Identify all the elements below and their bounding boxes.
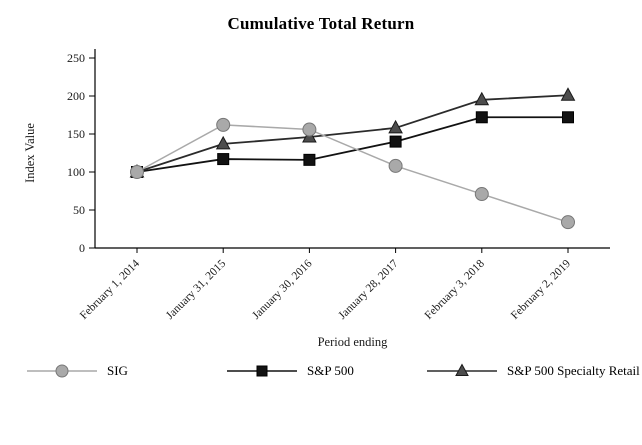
legend-marker-circle-icon [27, 364, 97, 378]
data-point-s-p-500-specialty-retail [560, 87, 576, 101]
data-point-sig [302, 122, 317, 137]
series-sig [130, 117, 575, 230]
x-tick-label: January 28, 2017 [336, 257, 400, 321]
data-point-sig [474, 187, 489, 202]
data-point-s-p-500 [389, 135, 402, 148]
data-point-sig [216, 117, 231, 132]
legend-item-s-p-500-specialty-retail: S&P 500 Specialty Retail [425, 361, 640, 381]
series-s-p-500 [131, 111, 574, 178]
data-point-s-p-500-specialty-retail [215, 135, 231, 150]
legend-item-s-p-500: S&P 500 [225, 361, 425, 381]
x-tick-label: February 2, 2019 [509, 257, 573, 321]
legend-marker-triangle-icon [427, 363, 497, 376]
series-line-s-p-500 [136, 116, 568, 173]
data-point-sig [130, 165, 144, 179]
data-point-sig [561, 215, 575, 230]
y-tick-label: 100 [67, 165, 85, 179]
y-tick-label: 50 [73, 203, 85, 217]
data-point-sig [388, 158, 403, 173]
data-point-s-p-500-specialty-retail [474, 91, 490, 106]
data-point-s-p-500 [303, 153, 316, 166]
legend-item-sig: SIG [25, 361, 225, 381]
x-axis-title: Period ending [318, 335, 389, 349]
data-point-s-p-500 [475, 111, 488, 124]
x-tick-label: February 1, 2014 [78, 257, 142, 321]
y-tick-label: 150 [67, 127, 85, 141]
x-tick-label: February 3, 2018 [423, 257, 487, 321]
series-line-s-p-500-specialty-retail [136, 94, 569, 173]
data-point-s-p-500 [562, 111, 574, 124]
series-line-sig [136, 124, 569, 223]
y-axis-title: Index Value [23, 123, 37, 183]
legend-label: SIG [107, 363, 128, 378]
x-tick-label: January 31, 2015 [164, 257, 228, 321]
x-tick-label: January 30, 2016 [250, 257, 314, 321]
plot-area: 0 50 100 150 200 250 February 1, 2014 January 3… [0, 40, 642, 359]
data-point-s-p-500-specialty-retail [388, 119, 403, 134]
legend-marker [256, 365, 268, 377]
legend-marker [455, 363, 469, 376]
chart-title: Cumulative Total Return [227, 14, 415, 33]
y-tick-label: 250 [67, 51, 85, 65]
legend-label: S&P 500 Specialty Retail [507, 363, 640, 378]
legend-marker [55, 364, 69, 378]
legend-label: S&P 500 [307, 363, 354, 378]
data-point-s-p-500 [217, 153, 230, 166]
y-tick-label: 0 [79, 241, 85, 255]
legend-marker-square-icon [227, 365, 297, 377]
chart-legend: SIG S&P 500 S&P 500 Specialty Retail [0, 361, 642, 381]
y-tick-label: 200 [67, 89, 85, 103]
plot-svg: 0 50 100 150 200 250 February 1, 2014 January 3… [23, 49, 610, 349]
